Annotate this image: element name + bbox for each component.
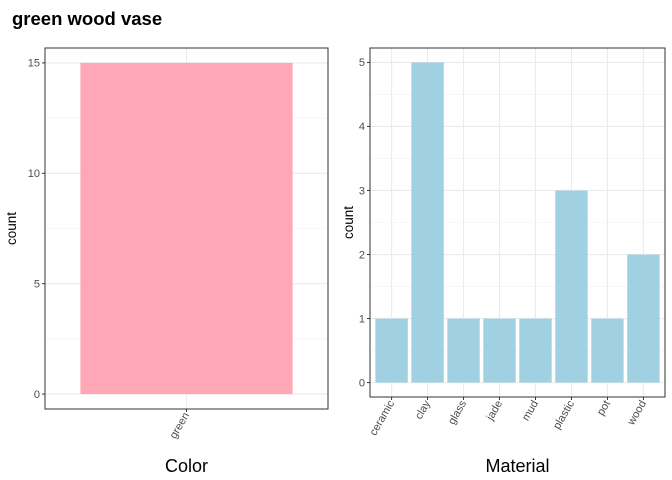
y-tick-label: 2 bbox=[359, 249, 365, 261]
bar-jade bbox=[483, 318, 516, 383]
x-tick-label: green bbox=[168, 411, 192, 441]
y-tick-label: 10 bbox=[28, 168, 40, 180]
bar-clay bbox=[411, 62, 444, 383]
y-axis-title: count bbox=[4, 212, 19, 245]
x-axis-title: Material bbox=[485, 456, 549, 476]
y-tick-label: 1 bbox=[359, 313, 365, 325]
y-tick-label: 0 bbox=[359, 377, 365, 389]
y-tick-label: 0 bbox=[34, 389, 40, 401]
y-tick-label: 5 bbox=[359, 57, 365, 69]
bar-ceramic bbox=[375, 318, 408, 383]
y-axis-title: count bbox=[341, 206, 356, 239]
y-tick-label: 5 bbox=[34, 278, 40, 290]
x-tick-label: plastic bbox=[551, 398, 577, 431]
y-tick-label: 3 bbox=[359, 185, 365, 197]
panel-1: 0 5 10 15 green Color count bbox=[4, 47, 329, 476]
bar-glass bbox=[447, 318, 480, 383]
x-tick-label: ceramic bbox=[368, 398, 398, 438]
x-tick-label: wood bbox=[625, 399, 649, 429]
bar-pot bbox=[591, 318, 624, 383]
x-tick-label: jade bbox=[484, 399, 505, 424]
bar-green bbox=[80, 62, 293, 395]
x-tick-label: mud bbox=[520, 399, 541, 424]
y-tick-label: 4 bbox=[359, 121, 365, 133]
figure-title: green wood vase bbox=[12, 8, 163, 29]
bar-wood bbox=[627, 254, 660, 383]
bar-plastic bbox=[555, 190, 588, 383]
x-tick-label: pot bbox=[595, 399, 613, 418]
y-tick-label: 15 bbox=[28, 58, 40, 70]
panel-2: 0 1 2 3 4 5 ceramic clay glass jade mud plastic pot w… bbox=[341, 47, 666, 476]
panel-border bbox=[369, 47, 666, 398]
x-tick-label: glass bbox=[446, 398, 469, 427]
x-axis-title: Color bbox=[165, 456, 208, 476]
bar-mud bbox=[519, 318, 552, 383]
x-tick-label: clay bbox=[413, 398, 433, 421]
